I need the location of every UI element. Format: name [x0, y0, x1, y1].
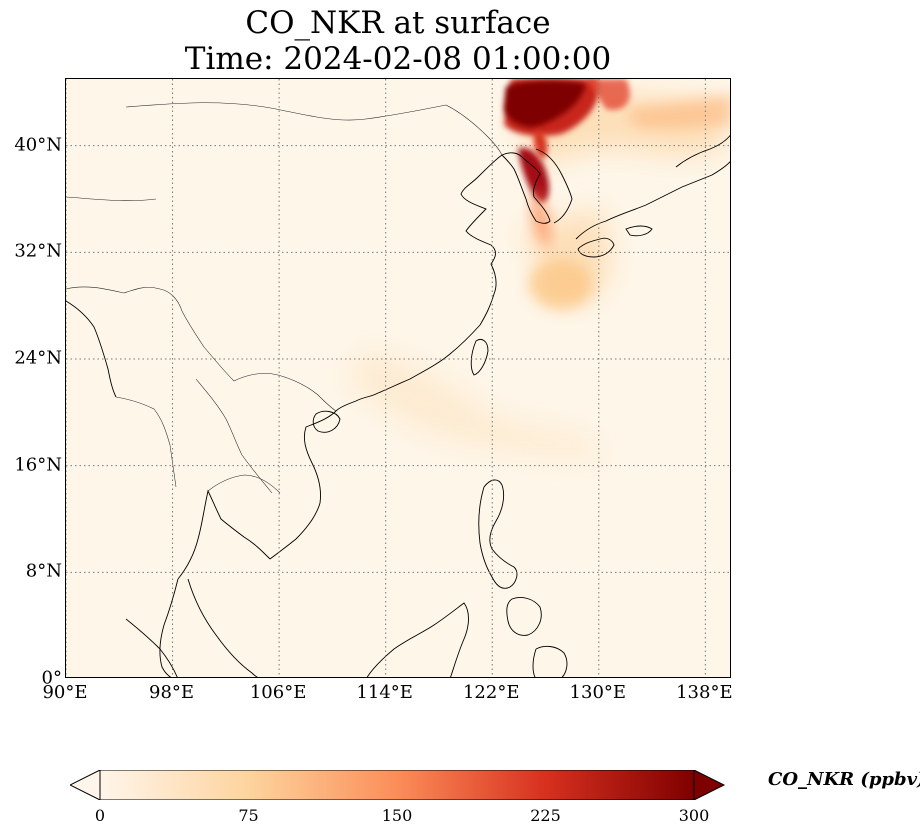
concentration-field — [346, 79, 730, 459]
taiwan-coast — [470, 339, 489, 376]
mindanao-coast — [506, 596, 542, 636]
border-west — [66, 196, 157, 201]
country-borders — [66, 102, 503, 494]
longitude-tick-label: 122°E — [462, 682, 520, 703]
plume-korea-west — [518, 148, 550, 203]
map-canvas — [66, 79, 730, 677]
border-mongolia — [125, 102, 447, 121]
malay-peninsula-east — [187, 578, 258, 677]
colorbar-label: CO_NKR (ppbv) — [768, 769, 920, 790]
colorbar-tick-label: 0 — [94, 806, 106, 825]
sumatra-coast — [125, 618, 178, 677]
longitude-tick-label: 138°E — [676, 682, 733, 703]
map-panel — [65, 78, 731, 678]
border-cambodia — [207, 474, 281, 494]
plume-core-south — [529, 259, 593, 309]
gridlines — [66, 79, 730, 677]
longitude-tick-label: 90°E — [42, 682, 88, 703]
longitude-tick-label: 130°E — [569, 682, 627, 703]
malay-peninsula-west — [159, 578, 179, 677]
korea-east-coast — [535, 148, 573, 224]
border-northeast — [445, 104, 503, 156]
border-china-vietnam — [233, 373, 337, 412]
border-myanmar-thailand — [115, 396, 177, 488]
coastlines — [66, 134, 730, 677]
latitude-tick-label: 40°N — [14, 134, 62, 156]
colorbar-tick-label: 75 — [238, 806, 259, 825]
latitude-tick-label: 16°N — [14, 454, 62, 476]
colorbar-gradient — [99, 770, 695, 800]
latitude-tick-label: 24°N — [14, 347, 62, 369]
colorbar-tick-label: 150 — [381, 806, 413, 825]
hainan-coast — [312, 410, 341, 433]
kyushu-coast — [577, 237, 615, 258]
plume-hotspot-east — [586, 79, 630, 110]
map-title: CO_NKR at surface — [245, 5, 551, 41]
borneo-coast — [366, 602, 469, 677]
china-coastline — [335, 154, 503, 412]
colorbar-extend-min — [70, 770, 101, 800]
luzon-coast — [478, 479, 518, 589]
colorbar-tick-label: 225 — [530, 806, 561, 825]
myanmar-coast — [66, 300, 117, 398]
longitude-tick-label: 114°E — [356, 682, 413, 703]
longitude-tick-label: 98°E — [149, 682, 195, 703]
korea-west-coast — [501, 152, 551, 224]
border-china-southwest — [66, 286, 235, 382]
latitude-tick-label: 8°N — [25, 560, 62, 582]
colorbar-extend-max — [693, 770, 726, 800]
shikoku-coast — [625, 225, 653, 237]
colorbar — [70, 770, 726, 800]
plume-korea-strait — [533, 129, 548, 159]
sulawesi-coast — [532, 645, 568, 677]
plume-korea-south — [531, 189, 551, 249]
map-time-subtitle: Time: 2024-02-08 01:00:00 — [184, 41, 612, 77]
longitude-tick-label: 106°E — [249, 682, 307, 703]
vietnam-coast — [269, 410, 337, 560]
plume-max-north — [504, 80, 586, 128]
latitude-tick-label: 32°N — [14, 240, 62, 262]
gulf-of-thailand-coast — [177, 489, 271, 580]
honshu-north-coast — [675, 134, 730, 168]
latitude-tick-label: 0° — [41, 667, 62, 689]
coastal-plume — [346, 349, 606, 459]
japan-south-coast — [575, 161, 730, 240]
colorbar-tick-label: 300 — [678, 806, 710, 825]
plume-sea-of-japan — [626, 94, 730, 129]
border-laos — [195, 378, 273, 494]
